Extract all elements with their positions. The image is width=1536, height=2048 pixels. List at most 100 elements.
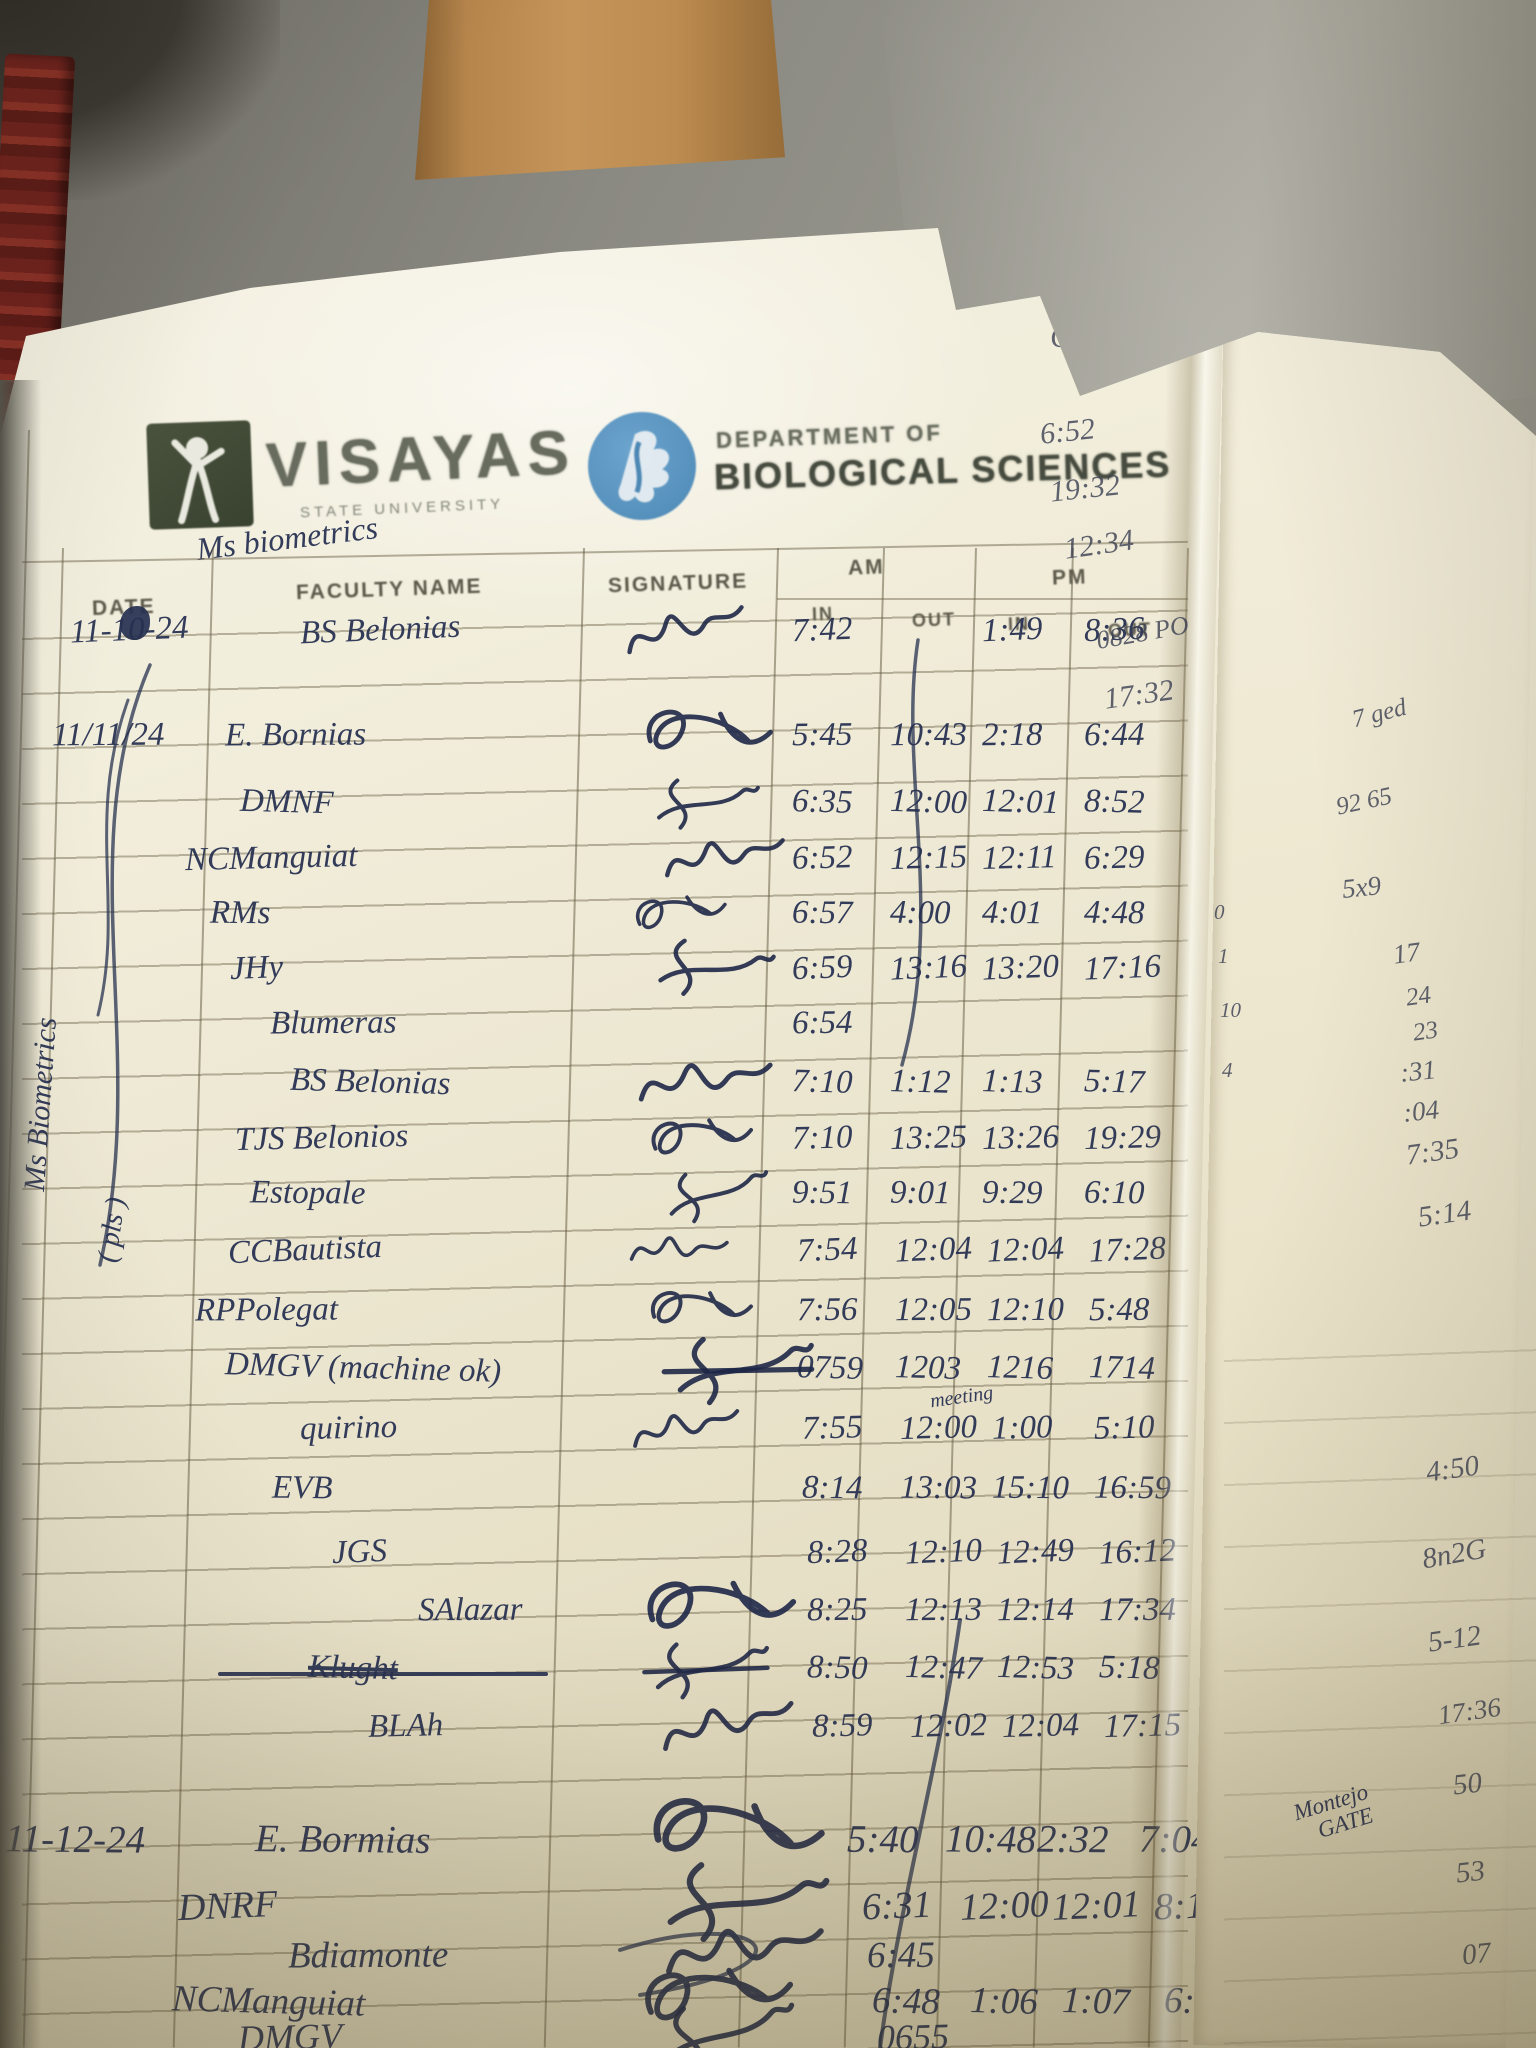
cell-faculty-name: Klught — [307, 1648, 399, 1688]
table-row: Klught 8:50 12:47 12:53 5:18 — [0, 1642, 1380, 1710]
cell-faculty-name: E. Bormias — [254, 1817, 431, 1862]
side-page-note: 17 — [1390, 936, 1422, 970]
signature-scribble-svg — [651, 1117, 753, 1154]
cell-pm-in: 12:04 — [1001, 1707, 1080, 1745]
cell-am-in: 7:54 — [796, 1230, 859, 1270]
university-logo — [146, 420, 254, 530]
cell-pm-out: 5:17 — [1083, 1063, 1146, 1101]
signature-scribble — [607, 1567, 830, 1662]
signature-scribble — [596, 589, 773, 680]
header-pm: PM — [1051, 565, 1088, 590]
table-row: JHy 6:59 13:16 13:20 17:16 — [0, 938, 1380, 1010]
cell-pm-in: 12:04 — [986, 1230, 1065, 1270]
cell-am-in: 8:14 — [801, 1469, 863, 1507]
table-row: DMGV 0655 — [0, 2002, 1380, 2048]
cell-am-in: 8:28 — [806, 1532, 869, 1572]
signature-scribble — [622, 1107, 778, 1179]
signature-scribble — [615, 1986, 827, 2048]
cell-am-out: 4:00 — [889, 894, 951, 932]
ink-blot — [120, 606, 150, 640]
cell-faculty-name: SAlazar — [417, 1591, 523, 1629]
cell-am-out: 10:48 — [944, 1817, 1037, 1862]
signature-scribble-svg — [633, 1408, 740, 1448]
table-row: DNRF 6:31 12:00 12:01 8:14 — [0, 1862, 1380, 1944]
cell-am-out: 10:43 — [889, 716, 968, 754]
signature-scribble-svg — [669, 1169, 769, 1223]
cell-am-in: 6:57 — [791, 894, 853, 932]
side-page-note: 24 — [1404, 981, 1433, 1012]
cell-am-in: 6:35 — [791, 783, 854, 821]
cell-faculty-name: RMs — [209, 894, 271, 932]
cell-faculty-name: DMGV — [237, 2015, 343, 2048]
cell-faculty-name: BLAh — [367, 1707, 444, 1745]
side-page-note: 1 — [1218, 944, 1229, 968]
cell-am-out: 12:13 — [904, 1591, 983, 1629]
cell-pm-in: 1216 — [986, 1349, 1054, 1387]
signature-scribble — [625, 773, 779, 840]
cell-pm-in: 15:10 — [991, 1469, 1070, 1507]
cell-am-out: 12:10 — [904, 1532, 983, 1572]
cell-pm-in: 12:11 — [981, 839, 1057, 877]
signature-scribble-svg — [657, 777, 760, 830]
side-page-note: 6:52 — [1038, 412, 1097, 451]
cell-faculty-name: TJS Belonios — [234, 1117, 409, 1159]
cell-am-in: 7:10 — [791, 1119, 853, 1157]
cell-faculty-name: EVB — [271, 1469, 333, 1507]
side-page-note: 4 — [1222, 1058, 1233, 1082]
department-logo-figure — [618, 431, 670, 503]
paper-glare — [120, 228, 1020, 640]
cell-pm-out: 4:48 — [1083, 894, 1145, 932]
cell-am-in: 7:56 — [796, 1291, 858, 1329]
side-page-note: 12:34 — [1061, 523, 1136, 566]
cell-faculty-name: Estopale — [249, 1174, 366, 1212]
cell-faculty-name: Blumeras — [269, 1004, 397, 1042]
signature-scribble — [611, 694, 803, 785]
cell-pm-in: 2:18 — [981, 716, 1043, 754]
university-name: VISAYAS — [264, 418, 578, 501]
cell-am-out: 13:25 — [889, 1119, 968, 1157]
cell-pm-in: 9:29 — [981, 1174, 1043, 1212]
signature-scribble-svg — [642, 1642, 770, 1700]
cell-faculty-name: CCBautista — [227, 1228, 383, 1272]
cell-pm-in: 4:01 — [981, 894, 1043, 932]
signature-scribble — [622, 928, 798, 1016]
cell-am-out: 12:05 — [894, 1291, 973, 1329]
signature-scribble-svg — [647, 1580, 797, 1629]
signature-scribble — [607, 1395, 764, 1470]
cell-pm-in: 1:13 — [981, 1063, 1044, 1101]
cell-am-in: 6:59 — [791, 948, 854, 988]
signature-scribble — [635, 1329, 840, 1417]
signature-scribble — [610, 883, 751, 953]
signature-scribble-svg — [627, 605, 744, 655]
table-row: 11/11/24 E. Bornias 5:45 10:43 2:18 6:44 — [0, 709, 1380, 777]
side-page-note: 10 — [1220, 998, 1241, 1022]
cell-pm-in: 13:26 — [981, 1119, 1060, 1157]
cell-pm-out: 6:10 — [1083, 1174, 1145, 1212]
side-page-note: 53 — [1454, 1854, 1487, 1890]
side-page-note: 19:32 — [1048, 468, 1122, 509]
cell-pm-in: 1:00 — [991, 1409, 1053, 1447]
side-page-note: 07 — [1460, 1936, 1493, 1972]
cell-pm-out: 5:48 — [1088, 1291, 1150, 1329]
signature-scribble — [622, 1280, 777, 1349]
cell-am-out: 12:00 — [959, 1883, 1050, 1929]
side-page-note: :04 — [1401, 1094, 1441, 1128]
side-page-note: 0 — [1214, 900, 1225, 924]
cell-faculty-name: DNRF — [177, 1882, 279, 1930]
signature-scribble — [638, 824, 810, 901]
cell-faculty-name: JHy — [229, 948, 284, 988]
signature-scribble — [608, 1220, 749, 1290]
university-logo-figure — [171, 437, 225, 525]
cell-am-in: 7:10 — [791, 1063, 854, 1101]
cell-am-in: 7:42 — [791, 610, 854, 650]
cell-pm-out: 6:44 — [1083, 716, 1145, 754]
table-row: TJS Belonios 7:10 13:25 13:26 19:29 — [0, 1117, 1380, 1180]
cell-am-out: 12:00 — [889, 782, 968, 822]
side-page-note: 50 — [1451, 1766, 1484, 1802]
table-row: DMNF 6:35 12:00 12:01 8:52 — [0, 777, 1380, 844]
cell-pm-in: 12:10 — [986, 1291, 1065, 1329]
table-row: quirino 7:55 12:00 1:00 5:10 meeting — [0, 1382, 1380, 1470]
cell-am-out: 12:47 — [904, 1648, 983, 1688]
